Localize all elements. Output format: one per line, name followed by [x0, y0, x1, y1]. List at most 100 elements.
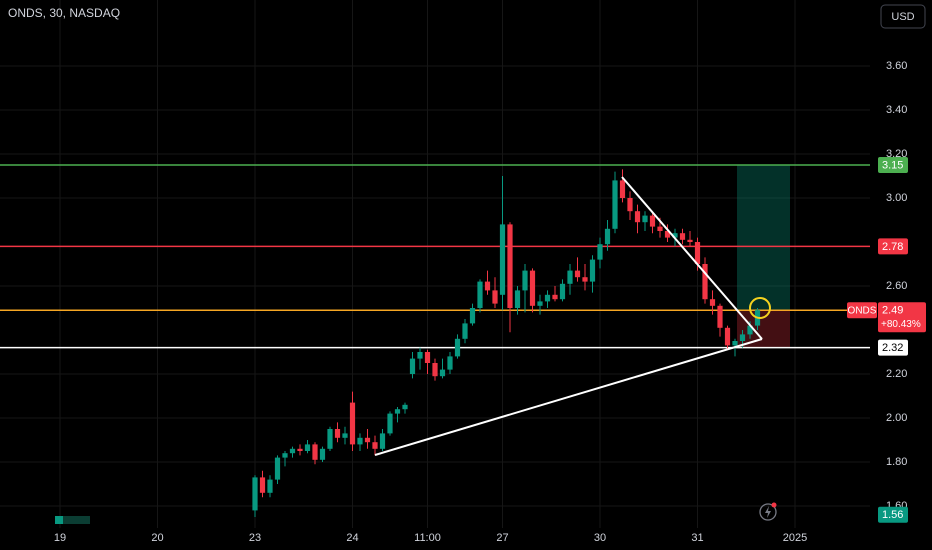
y-tick-label: 3.00: [886, 192, 907, 204]
y-tick-label: 3.60: [886, 60, 907, 72]
candle-body: [492, 290, 498, 304]
level-label-box: [878, 238, 908, 255]
candle-body: [432, 363, 438, 377]
candle-body: [402, 404, 408, 410]
candle-body: [304, 444, 311, 451]
candle-body: [394, 409, 401, 414]
candle-body: [589, 259, 596, 282]
x-tick-label: 19: [54, 532, 66, 544]
candle-body: [259, 477, 266, 493]
x-tick-label: 11:00: [414, 532, 441, 544]
candle-body: [289, 448, 296, 454]
candle-body: [319, 448, 326, 460]
y-tick-label: 2.20: [886, 368, 907, 380]
candle-body: [342, 433, 348, 438]
candle-body: [687, 239, 693, 242]
candle-body: [312, 444, 318, 460]
level-label-box: [878, 339, 908, 356]
candle-body: [372, 442, 378, 449]
level-label-box: [878, 506, 908, 523]
candle-body: [604, 228, 611, 245]
candle-body: [627, 198, 633, 212]
candle-body: [537, 301, 543, 306]
volume-bar: [63, 516, 90, 524]
candle-body: [582, 277, 588, 282]
candle-body: [717, 305, 723, 328]
level-label: 2.78: [882, 241, 903, 253]
last-price-name: ONDS: [848, 305, 877, 316]
candle-body: [739, 334, 746, 341]
y-tick-label: 2.60: [886, 280, 907, 292]
trendline: [621, 176, 763, 340]
candle-body: [567, 270, 573, 284]
profit-zone: [737, 165, 790, 310]
candle-body: [529, 270, 536, 306]
chart-title: ONDS, 30, NASDAQ: [8, 6, 120, 20]
candle-body: [507, 224, 513, 308]
x-tick-label: 27: [496, 532, 508, 544]
candle-body: [747, 325, 753, 335]
currency-label: USD: [891, 11, 914, 23]
candle-body: [252, 477, 258, 511]
candles: [252, 169, 761, 517]
candle-body: [462, 323, 468, 339]
trendline: [374, 338, 763, 456]
last-price-change: +80.43%: [881, 319, 921, 330]
candle-body: [664, 231, 671, 238]
last-price-label: 2.49: [882, 305, 903, 317]
alert-icon[interactable]: [759, 502, 777, 521]
candle-body: [522, 270, 528, 291]
candle-body: [357, 437, 363, 445]
levels: [0, 164, 870, 349]
candle-body: [379, 433, 386, 449]
level-label: 3.15: [882, 159, 903, 171]
candle-body: [409, 358, 416, 374]
candle-body: [672, 233, 678, 238]
candle-body: [514, 290, 521, 308]
candle-body: [657, 226, 663, 231]
candle-body: [469, 308, 476, 324]
candle-body: [454, 338, 461, 357]
loss-zone: [737, 310, 790, 348]
alert-icon-bolt: [765, 506, 771, 518]
x-tick-label: 23: [249, 532, 261, 544]
candle-body: [694, 242, 701, 264]
level-label: 1.56: [882, 509, 903, 521]
candle-body: [649, 215, 656, 227]
candle-body: [327, 429, 333, 449]
alert-dot: [771, 502, 777, 508]
y-tick-label: 2.00: [886, 412, 907, 424]
candle-body: [559, 283, 566, 300]
candle-body: [334, 429, 341, 438]
currency-button[interactable]: [880, 4, 926, 29]
x-tick-label: 30: [594, 532, 606, 544]
candle-body: [439, 369, 446, 377]
candle-body: [364, 437, 371, 443]
x-tick-label: 24: [346, 532, 358, 544]
candle-body: [612, 180, 618, 229]
volume-bar: [55, 516, 63, 524]
candle-body: [349, 402, 356, 445]
x-tick-label: 20: [151, 532, 163, 544]
candle-body: [297, 448, 303, 451]
candle-body: [597, 244, 603, 260]
candle-body: [544, 294, 551, 302]
highlight-circle: [749, 297, 771, 319]
x-tick-label: 2025: [783, 532, 807, 544]
candle-body: [274, 457, 281, 480]
candle-body: [499, 224, 506, 295]
candle-body: [552, 294, 558, 300]
last-price-box: [878, 302, 926, 333]
candle-body: [724, 327, 731, 346]
x-tick-label: 31: [691, 532, 703, 544]
candle-body: [282, 453, 288, 458]
candle-body: [702, 264, 708, 300]
candle-body: [447, 356, 453, 370]
candle-body: [484, 281, 491, 291]
candle-body: [732, 341, 738, 346]
candle-body: [574, 270, 581, 278]
